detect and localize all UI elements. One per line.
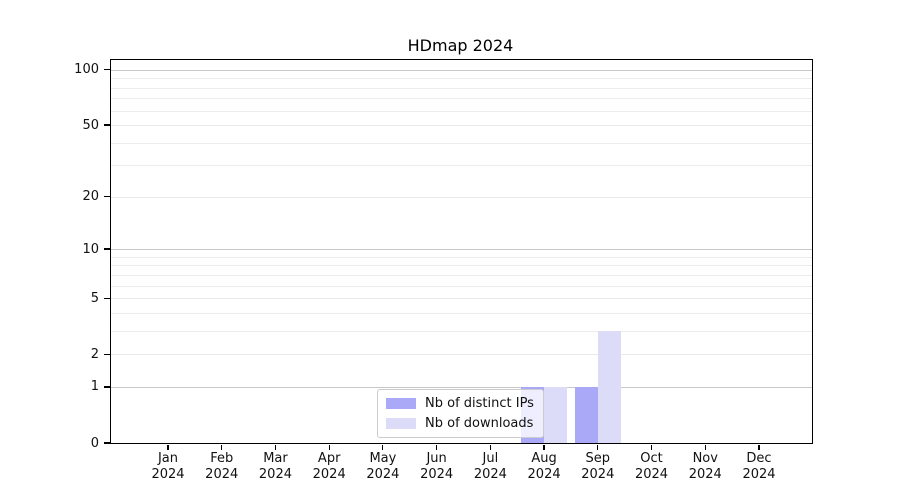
x-label-month: May [369,451,397,466]
gridline-minor-4 [111,312,812,314]
bar-distinct-ips-sep [574,386,598,443]
x-tick-label-apr: Apr 2024 [297,451,361,483]
y-tick-100 [104,69,110,71]
x-label-year: 2024 [688,467,722,482]
x-label-year: 2024 [581,467,615,482]
gridline-minor-30 [111,165,812,167]
x-tick-nov [704,445,706,450]
x-tick-sep [597,445,599,450]
x-tick-aug [543,445,545,450]
x-label-month: Nov [692,451,718,466]
x-tick-label-sep: Sep 2024 [566,451,630,483]
y-tick-label-1: 1 [90,379,99,395]
gridline-minor-7 [111,274,812,276]
x-label-month: Sep [585,451,611,466]
x-tick-label-feb: Feb 2024 [190,451,254,483]
legend-swatch-downloads [386,418,416,429]
y-tick-1 [104,386,110,388]
gridline-50 [111,125,812,127]
y-tick-label-50: 50 [82,117,99,133]
x-tick-label-aug: Aug 2024 [512,451,576,483]
y-tick-label-20: 20 [82,189,99,205]
y-tick-label-0: 0 [90,435,99,451]
gridline-minor-8 [111,265,812,267]
gridline-minor-80 [111,87,812,89]
x-tick-feb [221,445,223,450]
y-tick-2 [104,353,110,355]
gridline-2 [111,354,812,356]
gridline-minor-6 [111,285,812,287]
x-tick-label-jun: Jun 2024 [405,451,469,483]
y-tick-10 [104,248,110,250]
x-tick-label-nov: Nov 2024 [673,451,737,483]
x-label-year: 2024 [366,467,400,482]
x-label-month: Jun [426,451,447,466]
x-label-month: Oct [640,451,663,466]
x-label-year: 2024 [420,467,454,482]
x-tick-label-mar: Mar 2024 [243,451,307,483]
x-label-year: 2024 [634,467,669,482]
x-tick-jul [489,445,491,450]
x-tick-label-jul: Jul 2024 [458,451,522,483]
x-label-year: 2024 [742,467,776,482]
gridline-minor-90 [111,78,812,80]
gridline-20 [111,196,812,198]
y-tick-label-10: 10 [82,241,99,257]
x-label-year: 2024 [527,467,561,482]
x-label-month: Feb [210,451,234,466]
x-tick-mar [274,445,277,450]
x-label-month: Apr [317,451,341,466]
legend-item-distinct-ips: Nb of distinct IPs [386,396,534,411]
x-label-year: 2024 [312,467,346,482]
legend-label-downloads: Nb of downloads [425,416,534,431]
x-label-month: Aug [531,451,557,466]
gridline-decade-100 [111,69,812,71]
legend-item-downloads: Nb of downloads [386,416,534,431]
x-tick-may [382,445,384,450]
x-label-month: Jan [157,451,179,466]
x-tick-jan [167,445,169,450]
y-tick-label-5: 5 [90,290,99,306]
x-tick-label-may: May 2024 [351,451,415,483]
y-tick-20 [104,196,110,198]
gridline-decade-1 [111,386,812,388]
y-tick-0 [104,442,110,444]
y-tick-50 [104,124,110,126]
gridline-minor-40 [111,142,812,144]
x-label-year: 2024 [151,467,185,482]
gridline-minor-3 [111,330,812,332]
x-tick-label-dec: Dec 2024 [727,451,791,483]
x-tick-label-jan: Jan 2024 [136,451,200,483]
x-tick-label-oct: Oct 2024 [620,451,684,483]
y-tick-label-2: 2 [90,346,99,362]
gridline-5 [111,298,812,300]
x-label-month: Mar [263,451,288,466]
x-label-year: 2024 [473,467,507,482]
plot-area: 0 1 2 5 10 20 50 100 Jan 2024 Feb 2024 Mar 2024 Apr 202… [74,59,813,482]
gridline-minor-60 [111,110,812,112]
bar-downloads-sep [597,330,621,443]
legend-label-distinct-ips: Nb of distinct IPs [425,396,534,411]
chart-title: HDmap 2024 [407,36,514,55]
gridline-minor-70 [111,98,812,100]
x-label-year: 2024 [205,467,239,482]
x-label-year: 2024 [258,467,292,482]
gridline-minor-9 [111,256,812,258]
y-tick-5 [104,297,110,299]
gridline-decade-10 [111,249,812,251]
x-label-month: Dec [746,451,772,466]
y-tick-label-100: 100 [74,62,99,78]
bar-downloads-aug [544,386,568,443]
x-label-month: Jul [482,451,499,466]
x-tick-oct [650,445,653,450]
x-tick-apr [328,445,330,450]
x-tick-dec [758,445,760,450]
x-tick-jun [436,445,438,450]
legend: Nb of distinct IPs Nb of downloads [377,389,544,438]
legend-swatch-distinct-ips [386,398,416,409]
